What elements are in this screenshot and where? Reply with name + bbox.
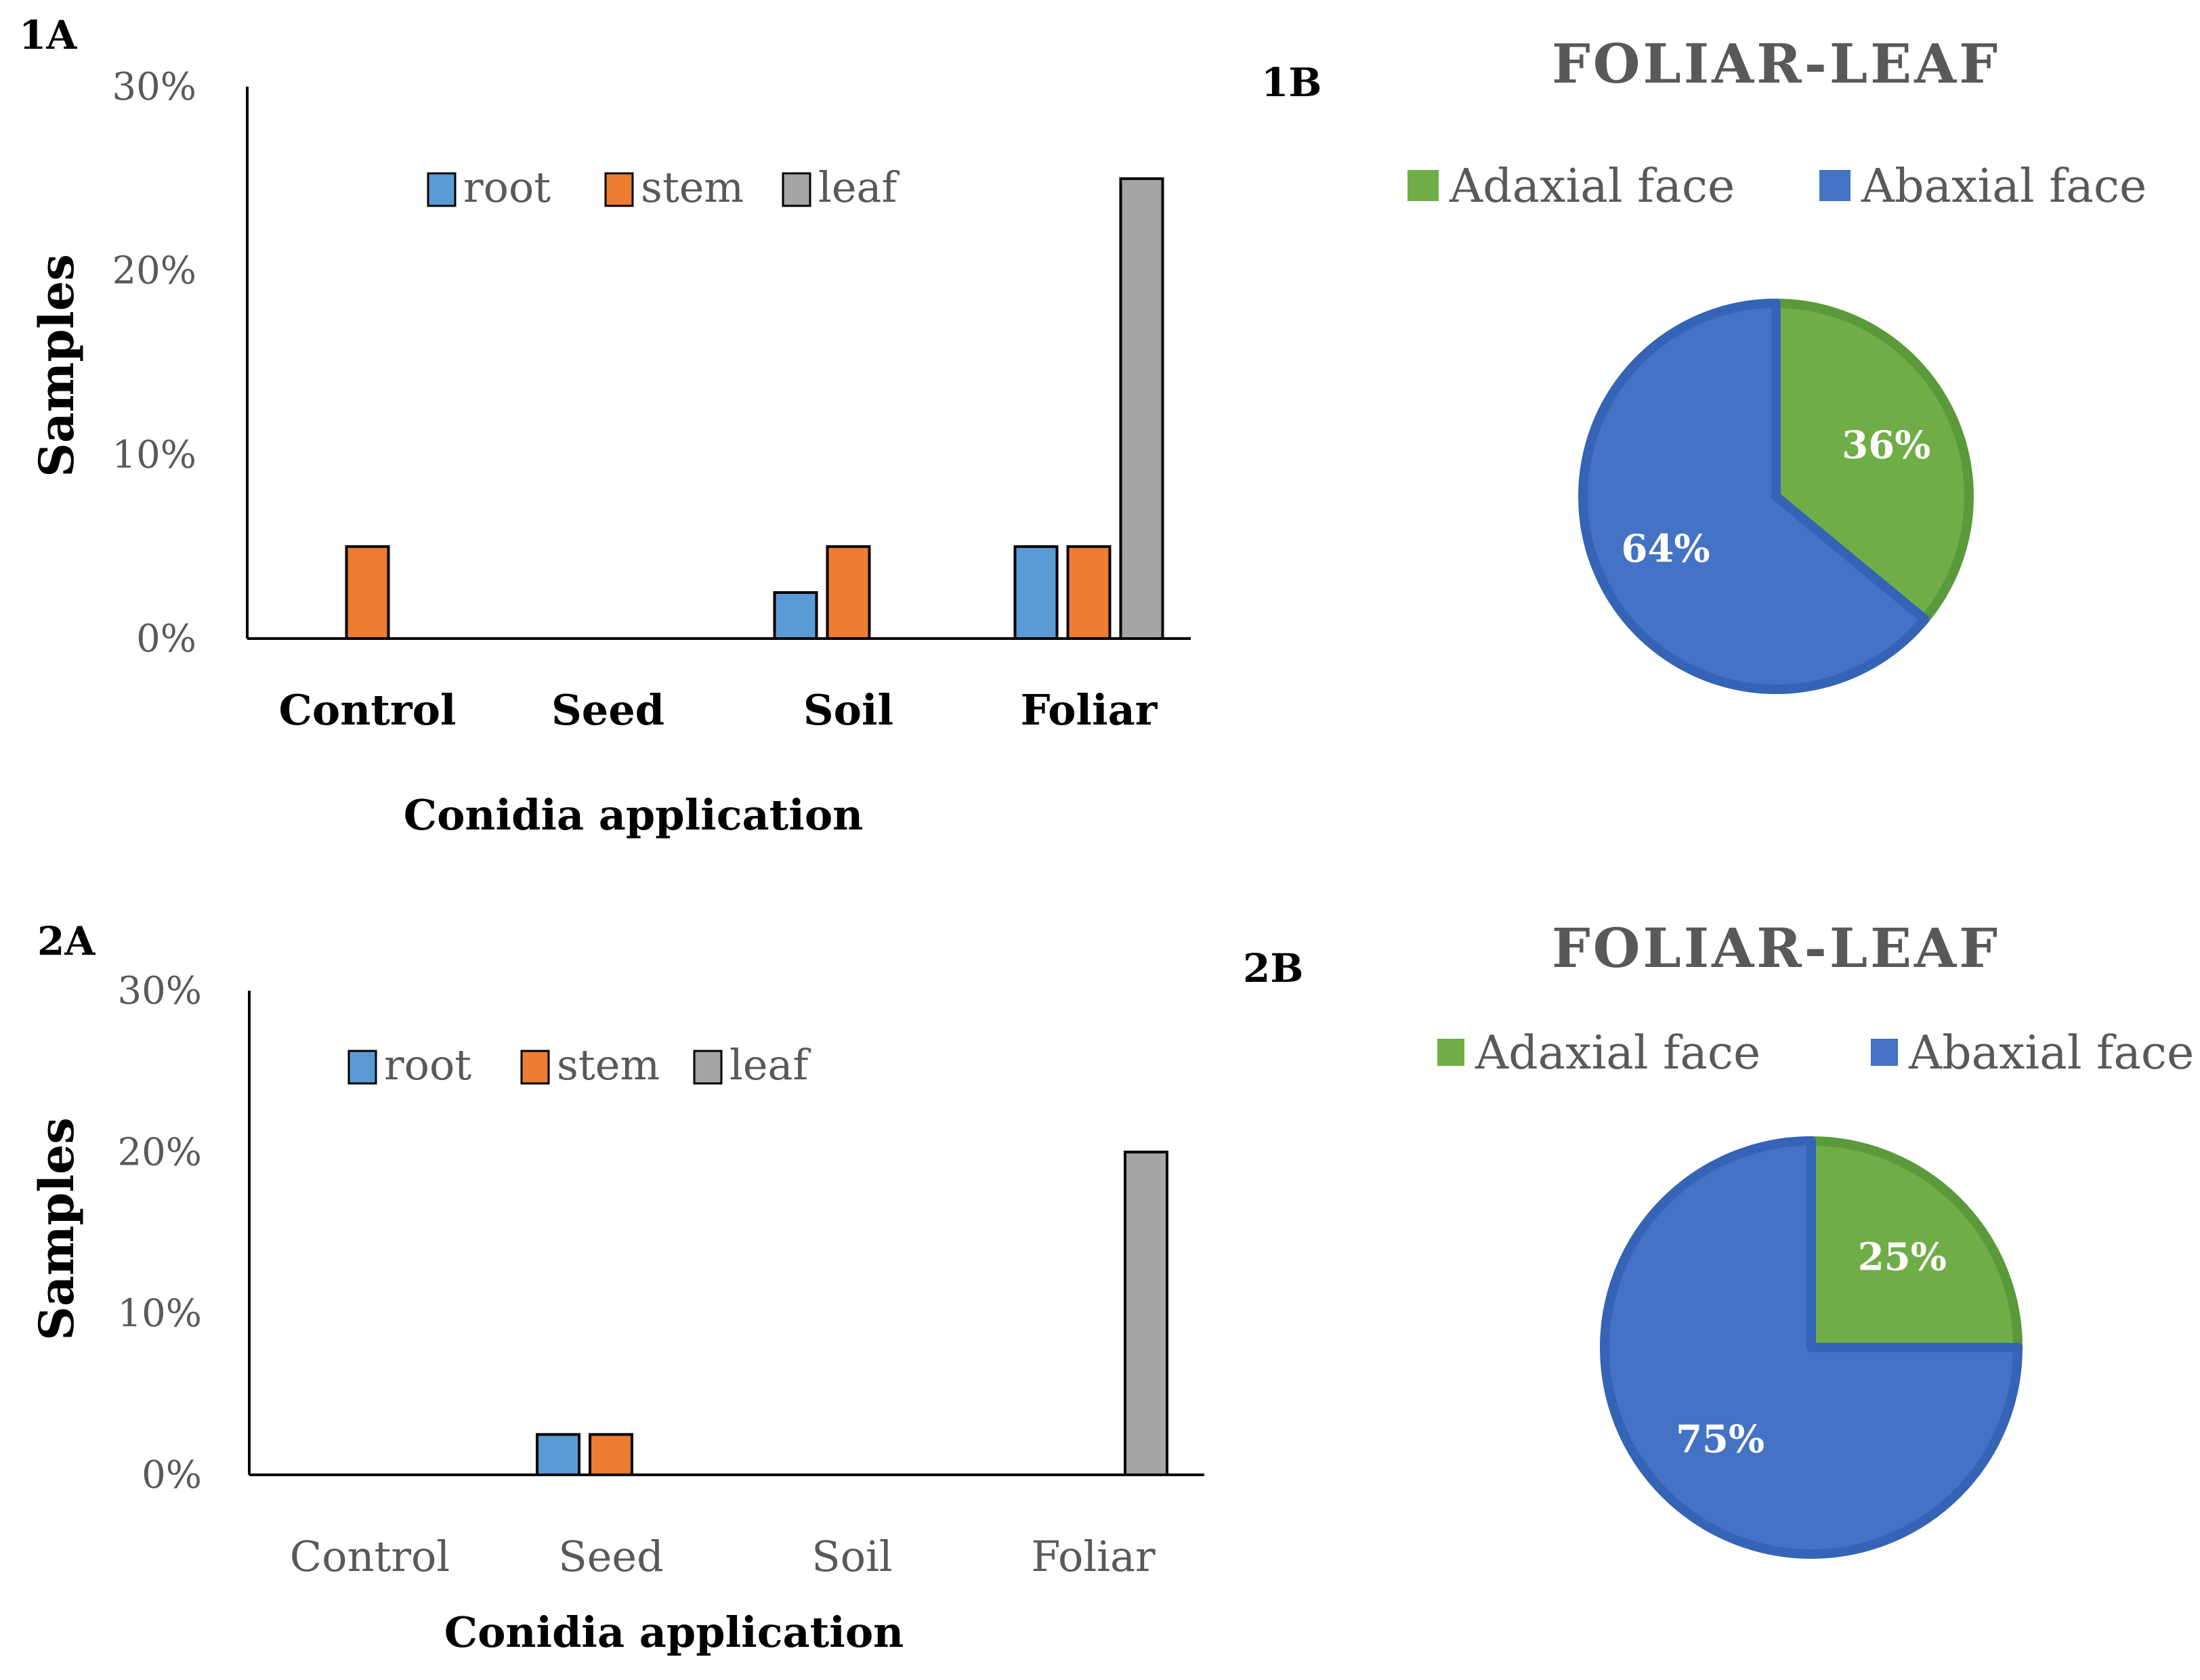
bars-2a: [536, 1150, 1168, 1477]
bar-leaf-foliar: [1124, 1150, 1168, 1477]
pie-title-2b: FOLIAR-LEAF: [1552, 916, 2000, 980]
legend-label-leaf: leaf: [729, 1040, 811, 1090]
legend-label: Adaxial face: [1449, 160, 1735, 213]
bar-stem-control: [345, 545, 390, 641]
legend-swatch-leaf: [693, 1050, 723, 1085]
legend-1b: Adaxial face Abaxial face: [1408, 160, 2146, 213]
panel-label-2b: 2B: [1243, 945, 1303, 991]
y-tick-label: 10%: [112, 433, 196, 477]
panel-label-1b: 1B: [1261, 60, 1321, 106]
bar-stem-foliar: [1066, 545, 1112, 641]
pie-value-label: 25%: [1858, 1235, 1947, 1280]
pie-slices-1b: [1578, 299, 1974, 694]
legend-label-stem: stem: [641, 163, 744, 212]
legend-label-leaf: leaf: [818, 163, 900, 212]
x-category-label: Control: [290, 1532, 450, 1581]
legend-label-root: root: [463, 163, 551, 212]
legend-label: Abaxial face: [1861, 160, 2146, 213]
y-tick-label: 0%: [142, 1453, 202, 1497]
pie-value-label: 75%: [1676, 1417, 1764, 1461]
pie-chart-2b: 2B FOLIAR-LEAF Adaxial face Abaxial face …: [1243, 916, 2194, 1559]
pie-slices-2b: [1600, 1136, 2023, 1559]
y-axis-title-1a: Samples: [28, 254, 85, 477]
legend-swatch-stem: [604, 172, 634, 207]
bar-stem-soil: [826, 545, 871, 641]
pie-slice-adaxial-face: [1806, 1136, 2023, 1352]
legend-swatch-root: [347, 1050, 377, 1085]
pie-labels-1b: 36% 64%: [1622, 423, 1931, 571]
legend-label-stem: stem: [557, 1040, 660, 1090]
x-axis-title-2a: Conidia application: [444, 1608, 904, 1657]
legend-swatch-leaf: [782, 172, 811, 207]
legend-label: Abaxial face: [1908, 1027, 2194, 1080]
legend-swatch: [1819, 170, 1850, 201]
bar-root-foliar: [1013, 545, 1059, 641]
x-category-label: Foliar: [1031, 1532, 1156, 1581]
pie-labels-2b: 25% 75%: [1676, 1235, 1947, 1462]
pie-chart-1b: 1B FOLIAR-LEAF Adaxial face Abaxial face …: [1261, 32, 2146, 694]
x-categories-1a: Control Seed Soil Foliar: [279, 685, 1158, 735]
y-tick-label: 20%: [118, 1130, 202, 1174]
x-category-label: Seed: [551, 685, 664, 735]
y-tick-label: 30%: [112, 65, 196, 109]
y-axis-title-2a: Samples: [28, 1117, 85, 1340]
pie-slice-abaxial-face: [1578, 299, 1930, 694]
panel-label-2a: 2A: [37, 918, 96, 964]
y-ticks-1a: 0% 10% 20% 30%: [112, 65, 196, 661]
legend-swatch: [1408, 170, 1439, 201]
y-tick-label: 0%: [136, 617, 196, 661]
legend-swatch: [1437, 1039, 1464, 1066]
y-tick-label: 20%: [112, 249, 196, 293]
legend-swatch: [1871, 1039, 1898, 1066]
bar-stem-seed: [589, 1433, 633, 1477]
y-tick-label: 10%: [118, 1292, 202, 1336]
y-ticks-2a: 0% 10% 20% 30%: [118, 969, 202, 1497]
bars-1a: [345, 177, 1164, 641]
legend-label-root: root: [384, 1040, 471, 1090]
x-categories-2a: Control Seed Soil Foliar: [290, 1532, 1156, 1581]
panel-label-1a: 1A: [19, 12, 77, 58]
y-tick-label: 30%: [118, 969, 202, 1013]
x-category-label: Soil: [803, 685, 893, 735]
legend-swatch-root: [427, 172, 457, 207]
x-category-label: Seed: [558, 1532, 664, 1581]
bar-root-soil: [773, 591, 818, 640]
bar-chart-2a: 2A Samples 0% 10% 20% 30% Control Seed Soil Fo…: [28, 918, 1204, 1657]
legend-swatch-stem: [520, 1050, 550, 1085]
x-axis-title-1a: Conidia application: [404, 790, 864, 840]
pie-slice-abaxial-face: [1600, 1136, 2023, 1559]
legend-2b: Adaxial face Abaxial face: [1437, 1027, 2194, 1080]
pie-value-label: 36%: [1842, 423, 1930, 467]
bar-root-seed: [536, 1433, 580, 1477]
legend-label: Adaxial face: [1475, 1027, 1760, 1080]
x-category-label: Control: [279, 685, 457, 735]
legend-1a: root stem leaf: [427, 163, 900, 212]
pie-slice-adaxial-face: [1771, 299, 1974, 624]
x-category-label: Soil: [811, 1532, 892, 1581]
bar-chart-1a: 1A Samples 0% 10% 20% 30% Control Seed Soil Fo…: [19, 12, 1191, 840]
bar-leaf-foliar: [1119, 177, 1164, 641]
pie-title-1b: FOLIAR-LEAF: [1552, 32, 2000, 95]
x-category-label: Foliar: [1021, 685, 1158, 735]
pie-value-label: 64%: [1622, 527, 1710, 572]
legend-2a: root stem leaf: [347, 1040, 811, 1090]
